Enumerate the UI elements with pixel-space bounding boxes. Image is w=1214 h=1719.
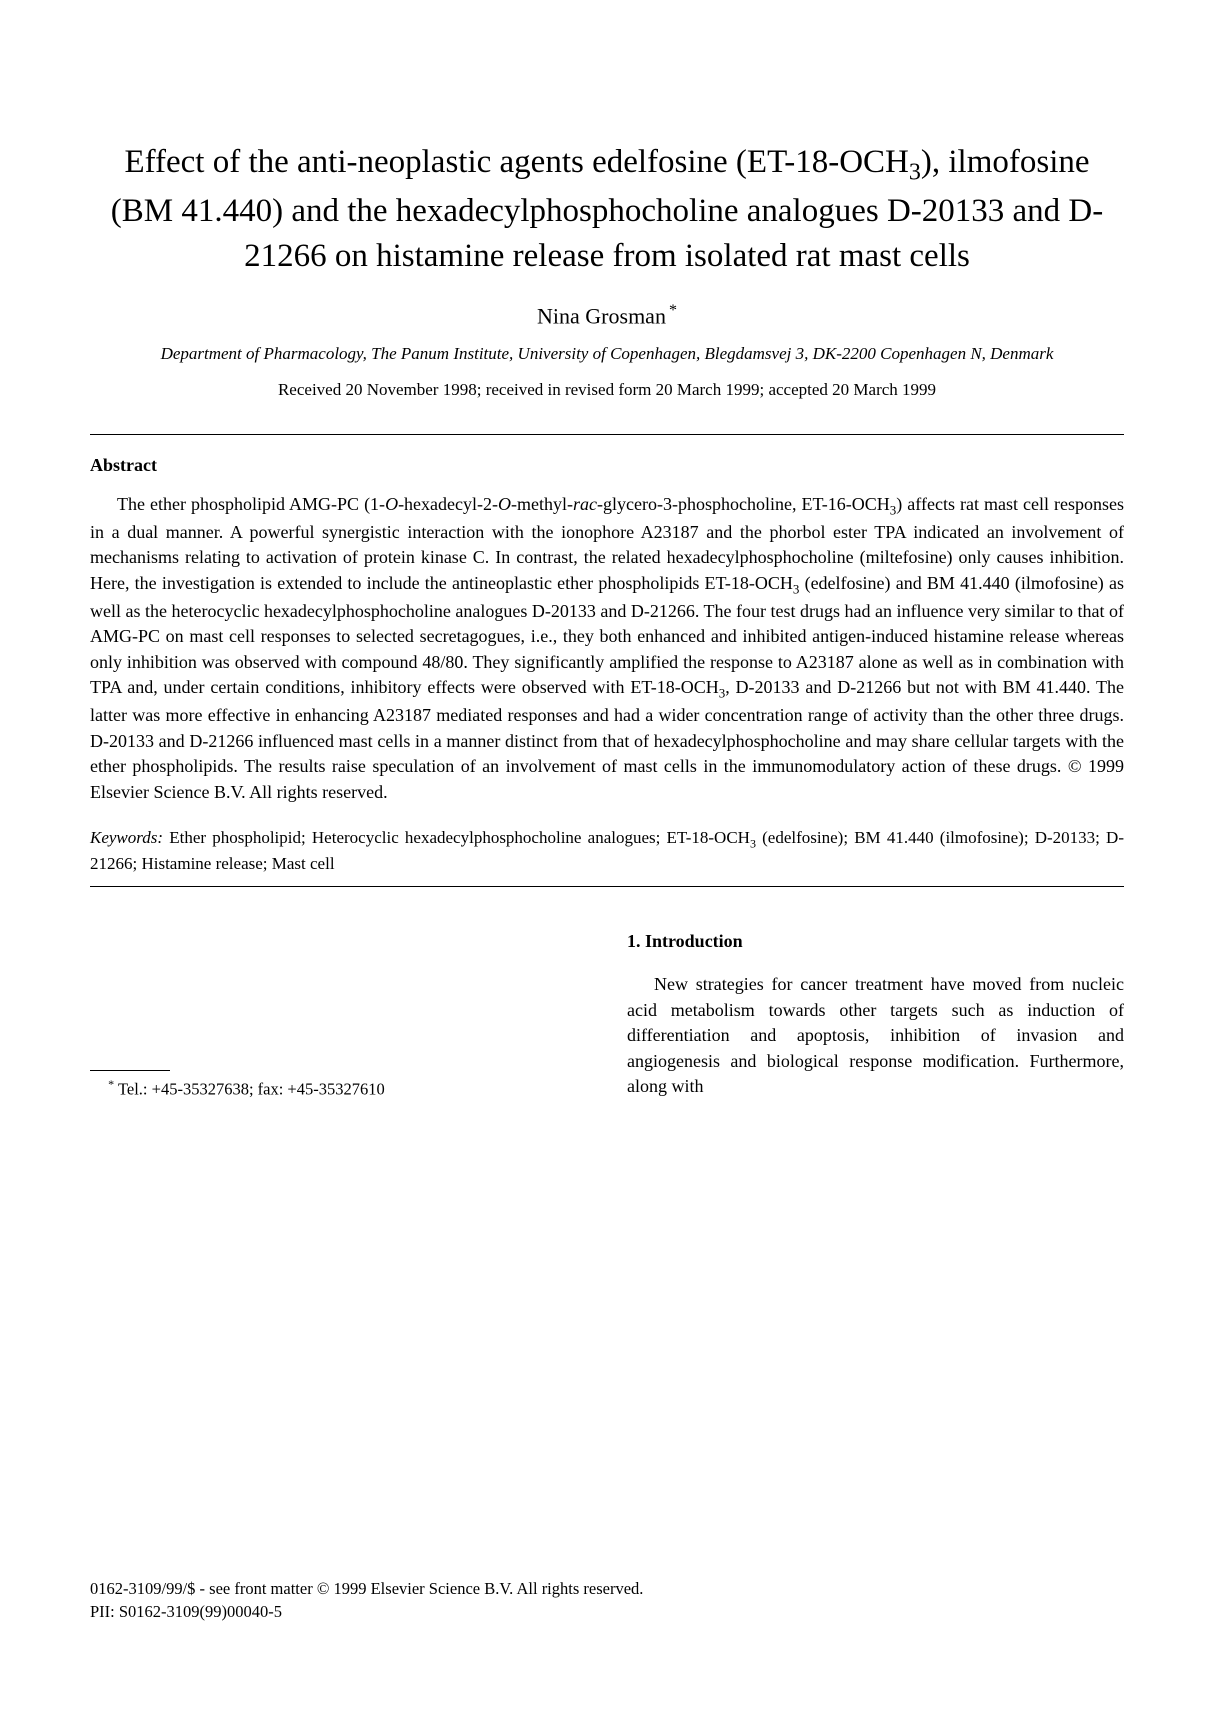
- abstract-heading: Abstract: [90, 455, 1124, 476]
- footnote-text: Tel.: +45-35327638; fax: +45-35327610: [118, 1079, 385, 1098]
- footer-copyright: 0162-3109/99/$ - see front matter © 1999…: [90, 1577, 643, 1600]
- intro-body: New strategies for cancer treatment have…: [627, 972, 1124, 1100]
- two-column-region: * Tel.: +45-35327638; fax: +45-35327610 …: [90, 929, 1124, 1100]
- author-marker: *: [669, 302, 677, 319]
- intro-heading: 1. Introduction: [627, 929, 1124, 955]
- right-column: 1. Introduction New strategies for cance…: [627, 929, 1124, 1100]
- divider-bottom: [90, 886, 1124, 887]
- author-name: Nina Grosman: [537, 303, 666, 328]
- footnote-rule: [90, 1070, 170, 1071]
- corresponding-footnote: * Tel.: +45-35327638; fax: +45-35327610: [90, 1077, 587, 1100]
- paper-title: Effect of the anti-neoplastic agents ede…: [90, 140, 1124, 278]
- keywords-line: Keywords: Ether phospholipid; Heterocycl…: [90, 826, 1124, 876]
- author-line: Nina Grosman*: [90, 302, 1124, 329]
- divider-top: [90, 434, 1124, 435]
- footnote-marker: *: [108, 1077, 114, 1091]
- footer-pii: PII: S0162-3109(99)00040-5: [90, 1600, 643, 1623]
- footer: 0162-3109/99/$ - see front matter © 1999…: [90, 1577, 643, 1623]
- abstract-body: The ether phospholipid AMG-PC (1-O-hexad…: [90, 492, 1124, 806]
- affiliation: Department of Pharmacology, The Panum In…: [90, 343, 1124, 365]
- left-column: * Tel.: +45-35327638; fax: +45-35327610: [90, 929, 587, 1100]
- received-dates: Received 20 November 1998; received in r…: [90, 380, 1124, 400]
- keywords-body: Ether phospholipid; Heterocyclic hexadec…: [90, 828, 1124, 873]
- keywords-label: Keywords:: [90, 828, 163, 847]
